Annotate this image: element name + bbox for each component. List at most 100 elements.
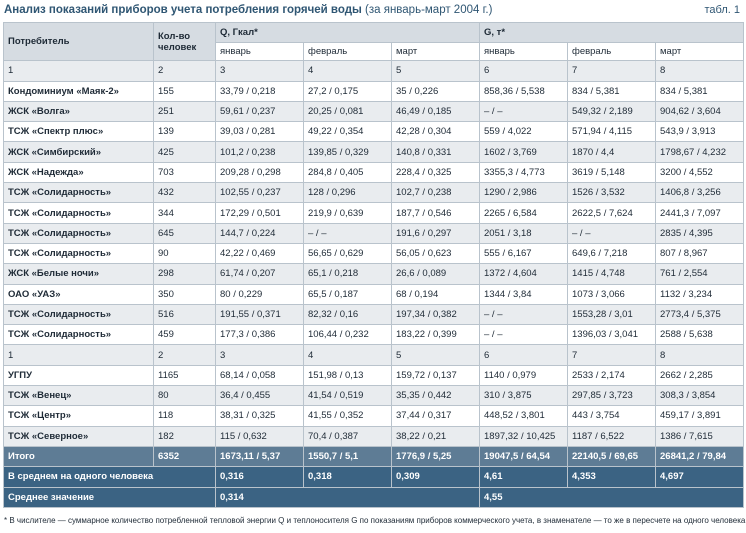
subheader-cell: февраль	[567, 42, 656, 62]
table-cell: 459,17 / 3,891	[654, 405, 745, 427]
title: Анализ показаний приборов учета потребле…	[4, 4, 362, 16]
table-cell: 197,34 / 0,382	[391, 303, 480, 326]
table-cell: 344	[153, 202, 216, 224]
header-cell: G, т*	[478, 21, 745, 44]
table-cell: 2265 / 6,584	[479, 202, 568, 224]
footnote: * В числителе — суммарное количество пот…	[4, 516, 746, 525]
table-row: ТСЖ «Спектр плюс» 139 39,03 / 0,281 49,22 /…	[3, 121, 745, 143]
table-cell: 2588 / 5,638	[654, 324, 745, 346]
table-cell: 56,65 / 0,629	[303, 242, 392, 265]
table-cell: ОАО «УАЗ»	[3, 283, 154, 305]
per-person-cell: В среднем на одного человека	[3, 466, 216, 488]
title-line: Анализ показаний приборов учета потребле…	[4, 4, 492, 16]
table-cell: 1344 / 3,84	[479, 283, 568, 305]
table-cell: 128 / 0,296	[303, 182, 392, 204]
table-row: ОАО «УАЗ» 350 80 / 0,229 65,5 / 0,187 68 / 0…	[3, 283, 745, 305]
header-cell: Потребитель	[3, 21, 154, 62]
table-cell: 82,32 / 0,16	[303, 303, 392, 326]
table-cell: 1165	[153, 364, 216, 387]
table-cell: 1415 / 4,748	[567, 263, 656, 285]
table-cell: 159,72 / 0,137	[391, 364, 480, 387]
table-cell: ТСЖ «Солидарность»	[3, 242, 154, 265]
table-cell: 102,7 / 0,238	[391, 182, 480, 204]
table-cell: 37,44 / 0,317	[391, 405, 480, 427]
data-table: Потребитель Кол-во человек Q, Гкал* G, т* ян…	[3, 21, 745, 508]
table-cell: 56,05 / 0,623	[391, 242, 480, 265]
table-cell: 1	[3, 60, 154, 82]
average-row: Среднее значение 0,314 4,55	[3, 486, 745, 508]
table-cell: 1187 / 6,522	[567, 425, 656, 447]
table-cell: 191,55 / 0,371	[215, 303, 304, 326]
table-cell: 834 / 5,381	[567, 80, 656, 102]
table-cell: 4	[303, 60, 392, 82]
table-row: УГПУ 1165 68,14 / 0,058 151,98 / 0,13 159,72…	[3, 364, 745, 387]
table-cell: 65,5 / 0,187	[303, 283, 392, 305]
table-row: ЖСК «Белые ночи» 298 61,74 / 0,207 65,1 / 0…	[3, 263, 745, 285]
total-cell: 1550,7 / 5,1	[303, 445, 392, 468]
table-cell: 703	[153, 161, 216, 184]
per-person-cell: 4,697	[654, 466, 745, 488]
table-cell: 183,22 / 0,399	[391, 324, 480, 346]
table-cell: 3	[215, 60, 304, 82]
table-cell: Кондоминиум «Маяк-2»	[3, 80, 154, 102]
table-cell: 101,2 / 0,238	[215, 141, 304, 163]
table-cell: 8	[654, 60, 745, 82]
table-cell: 70,4 / 0,387	[303, 425, 392, 447]
total-row: Итого 6352 1673,11 / 5,37 1550,7 / 5,1 1776,…	[3, 445, 745, 468]
table-cell: 425	[153, 141, 216, 163]
table-cell: ТСЖ «Солидарность»	[3, 303, 154, 326]
table-cell: 1290 / 2,986	[479, 182, 568, 204]
table-cell: 41,55 / 0,352	[303, 405, 392, 427]
subheader-cell: март	[391, 42, 480, 62]
table-cell: 1870 / 4,4	[567, 141, 656, 163]
table-cell: 1602 / 3,769	[479, 141, 568, 163]
table-cell: 1526 / 3,532	[567, 182, 656, 204]
table-cell: 308,3 / 3,854	[654, 385, 745, 407]
average-cell: 4,55	[478, 486, 745, 508]
total-cell: 1673,11 / 5,37	[215, 445, 304, 468]
table-row: ТСЖ «Солидарность» 432 102,55 / 0,237 128 /…	[3, 182, 745, 204]
table-cell: ТСЖ «Солидарность»	[3, 182, 154, 204]
table-cell: 459	[153, 324, 216, 346]
table-cell: ТСЖ «Спектр плюс»	[3, 121, 154, 143]
table-row: ТСЖ «Солидарность» 459 177,3 / 0,386 106,44…	[3, 324, 745, 346]
table-cell: 8	[654, 344, 745, 366]
table-cell: 649,6 / 7,218	[567, 242, 656, 265]
table-cell: 41,54 / 0,519	[303, 385, 392, 407]
subheader-cell: март	[654, 42, 745, 62]
table-cell: 3355,3 / 4,773	[479, 161, 568, 184]
table-cell: 38,22 / 0,21	[391, 425, 480, 447]
table-cell: 20,25 / 0,081	[303, 100, 392, 123]
table-cell: 26,6 / 0,089	[391, 263, 480, 285]
header-cell: Кол-во человек	[153, 21, 216, 62]
average-cell: 0,314	[215, 486, 480, 508]
table-cell: 228,4 / 0,325	[391, 161, 480, 184]
table-cell: – / –	[303, 222, 392, 244]
table-cell: 39,03 / 0,281	[215, 121, 304, 143]
table-row: ТСЖ «Венец» 80 36,4 / 0,455 41,54 / 0,519 35…	[3, 385, 745, 407]
table-cell: УГПУ	[3, 364, 154, 387]
table-row: Кондоминиум «Маяк-2» 155 33,79 / 0,218 27,2…	[3, 80, 745, 102]
table-cell: 3	[215, 344, 304, 366]
table-cell: 298	[153, 263, 216, 285]
table-number: табл. 1	[704, 4, 741, 16]
table-cell: 36,4 / 0,455	[215, 385, 304, 407]
table-cell: 310 / 3,875	[479, 385, 568, 407]
table-cell: 49,22 / 0,354	[303, 121, 392, 143]
table-cell: ТСЖ «Солидарность»	[3, 222, 154, 244]
table-cell: 172,29 / 0,501	[215, 202, 304, 224]
table-cell: 90	[153, 242, 216, 265]
table-cell: 27,2 / 0,175	[303, 80, 392, 102]
average-cell: Среднее значение	[3, 486, 216, 508]
table-cell: 2	[153, 344, 216, 366]
total-cell: Итого	[3, 445, 154, 468]
subheader-cell: январь	[479, 42, 568, 62]
table-cell: 3200 / 4,552	[654, 161, 745, 184]
per-person-cell: 4,353	[567, 466, 656, 488]
per-person-cell: 0,316	[215, 466, 304, 488]
table-cell: 5	[391, 60, 480, 82]
subtitle: (за январь-март 2004 г.)	[365, 4, 493, 16]
table-cell: 761 / 2,554	[654, 263, 745, 285]
table-row: ТСЖ «Солидарность» 90 42,22 / 0,469 56,65 /…	[3, 242, 745, 265]
table-cell: 571,94 / 4,115	[567, 121, 656, 143]
